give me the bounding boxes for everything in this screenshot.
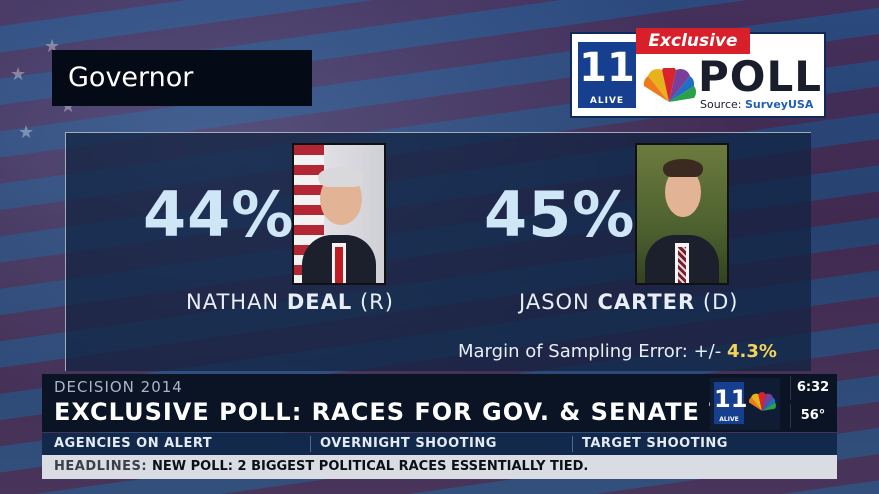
sub-item: OVERNIGHT SHOOTING <box>320 436 497 451</box>
divider <box>310 436 311 452</box>
poll-word: POLL <box>698 52 823 101</box>
lower-third: DECISION 2014 EXCLUSIVE POLL: RACES FOR … <box>42 374 837 432</box>
deal-party: (R) <box>359 290 394 314</box>
peacock-icon <box>748 392 776 411</box>
temperature: 56° <box>790 404 835 428</box>
deal-percent: 44% <box>143 178 295 251</box>
deal-photo <box>292 143 386 285</box>
headlines-crawl: HEADLINES: NEW POLL: 2 BIGGEST POLITICAL… <box>42 455 837 479</box>
exclusive-badge: Exclusive <box>636 28 750 54</box>
sub-ticker: AGENCIES ON ALERT OVERNIGHT SHOOTING TAR… <box>42 433 837 455</box>
margin-value: 4.3% <box>726 341 777 362</box>
poll-source: Source: SurveyUSA <box>700 98 813 111</box>
ticker-headline: EXCLUSIVE POLL: RACES FOR GOV. & SENATE … <box>54 398 775 426</box>
race-title: Governor <box>52 50 312 106</box>
hair-icon <box>663 159 703 177</box>
headlines-label: HEADLINES: <box>54 459 148 474</box>
carter-photo <box>635 143 729 285</box>
headlines-text: NEW POLL: 2 BIGGEST POLITICAL RACES ESSE… <box>152 459 589 474</box>
sub-item: TARGET SHOOTING <box>582 436 728 451</box>
station-sub: ALIVE <box>719 416 739 423</box>
sub-item: AGENCIES ON ALERT <box>54 436 213 451</box>
divider <box>572 436 573 452</box>
source-name: SurveyUSA <box>745 98 814 111</box>
tie-icon <box>335 247 343 283</box>
poll-logo: 11 ALIVE Exclusive POLL Source: SurveyUS… <box>570 28 826 118</box>
peacock-icon <box>643 68 696 102</box>
station-logo-small: 11 ALIVE <box>714 382 748 424</box>
source-label: Source: <box>700 98 742 111</box>
tie-icon <box>678 247 686 283</box>
ticker-kicker: DECISION 2014 <box>54 378 183 396</box>
deal-last-name: DEAL <box>286 290 353 314</box>
margin-of-error: Margin of Sampling Error: +/- 4.3% <box>458 341 777 362</box>
clock: 6:32 <box>790 376 835 400</box>
carter-first-name: JASON <box>519 290 590 314</box>
station-sub: ALIVE <box>589 96 625 106</box>
hair-icon <box>318 167 364 187</box>
station-logo: 11 ALIVE <box>578 42 636 108</box>
ticker-station-logo: 11 ALIVE <box>710 378 780 430</box>
margin-label: Margin of Sampling Error: +/- <box>458 341 722 362</box>
deal-first-name: NATHAN <box>186 290 280 314</box>
carter-last-name: CARTER <box>597 290 696 314</box>
carter-percent: 45% <box>484 178 636 251</box>
carter-party: (D) <box>702 290 739 314</box>
deal-name: NATHAN DEAL (R) <box>186 290 394 314</box>
station-number: 11 <box>714 385 748 413</box>
carter-name: JASON CARTER (D) <box>519 290 738 314</box>
station-number: 11 <box>579 45 635 91</box>
